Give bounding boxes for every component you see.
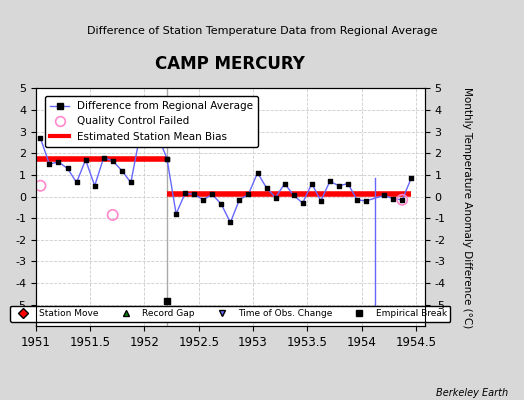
Point xyxy=(280,180,289,187)
Point xyxy=(108,158,117,164)
Point xyxy=(389,196,397,202)
Point xyxy=(208,191,216,198)
Point xyxy=(244,191,253,198)
Point xyxy=(289,192,298,199)
Point xyxy=(263,185,271,191)
Y-axis label: Monthly Temperature Anomaly Difference (°C): Monthly Temperature Anomaly Difference (… xyxy=(462,87,472,328)
Point xyxy=(253,170,261,176)
Point xyxy=(380,192,388,199)
Point xyxy=(235,196,244,203)
Title: CAMP MERCURY: CAMP MERCURY xyxy=(156,55,305,73)
Point xyxy=(398,196,407,203)
Point xyxy=(308,180,316,187)
Point xyxy=(353,196,361,203)
Point xyxy=(163,156,171,162)
Point xyxy=(335,182,343,189)
Point xyxy=(407,175,416,181)
Point xyxy=(145,133,153,139)
Point xyxy=(344,180,352,187)
Point xyxy=(81,156,90,163)
Point xyxy=(362,198,370,204)
Point xyxy=(136,133,144,139)
Point xyxy=(325,178,334,185)
Point xyxy=(63,165,72,172)
Point xyxy=(217,201,225,207)
Point xyxy=(117,168,126,174)
Point xyxy=(36,182,45,189)
Point xyxy=(316,198,325,204)
Point xyxy=(181,190,189,196)
Point xyxy=(154,133,162,139)
Point xyxy=(72,179,81,186)
Point xyxy=(271,194,280,201)
Point xyxy=(91,182,99,189)
Point xyxy=(299,200,307,206)
Point xyxy=(54,159,63,165)
Point xyxy=(226,219,235,226)
Point xyxy=(36,135,45,141)
Point xyxy=(100,154,108,161)
Point xyxy=(172,211,180,217)
Text: Berkeley Earth: Berkeley Earth xyxy=(436,388,508,398)
Point xyxy=(45,161,53,167)
Legend: Station Move, Record Gap, Time of Obs. Change, Empirical Break: Station Move, Record Gap, Time of Obs. C… xyxy=(10,306,450,322)
Point xyxy=(163,298,171,305)
Point xyxy=(398,196,407,203)
Point xyxy=(163,156,171,162)
Point xyxy=(190,191,198,198)
Point xyxy=(127,179,135,186)
Text: Difference of Station Temperature Data from Regional Average: Difference of Station Temperature Data f… xyxy=(87,26,437,36)
Point xyxy=(199,196,208,203)
Point xyxy=(108,212,117,218)
